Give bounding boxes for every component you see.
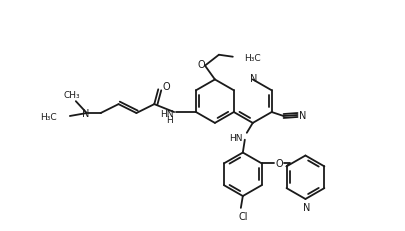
Text: O: O — [275, 159, 283, 169]
Text: O: O — [197, 59, 204, 69]
Text: Cl: Cl — [237, 211, 247, 221]
Text: H₃C: H₃C — [243, 54, 260, 63]
Text: N: N — [302, 202, 309, 212]
Text: H: H — [166, 116, 173, 125]
Text: HN: HN — [159, 109, 173, 118]
Text: N: N — [298, 110, 305, 121]
Text: O: O — [162, 82, 170, 92]
Text: CH₃: CH₃ — [63, 90, 80, 99]
Text: N: N — [249, 74, 257, 84]
Text: H₃C: H₃C — [40, 113, 57, 122]
Text: N: N — [82, 109, 89, 119]
Text: HN: HN — [229, 134, 242, 143]
